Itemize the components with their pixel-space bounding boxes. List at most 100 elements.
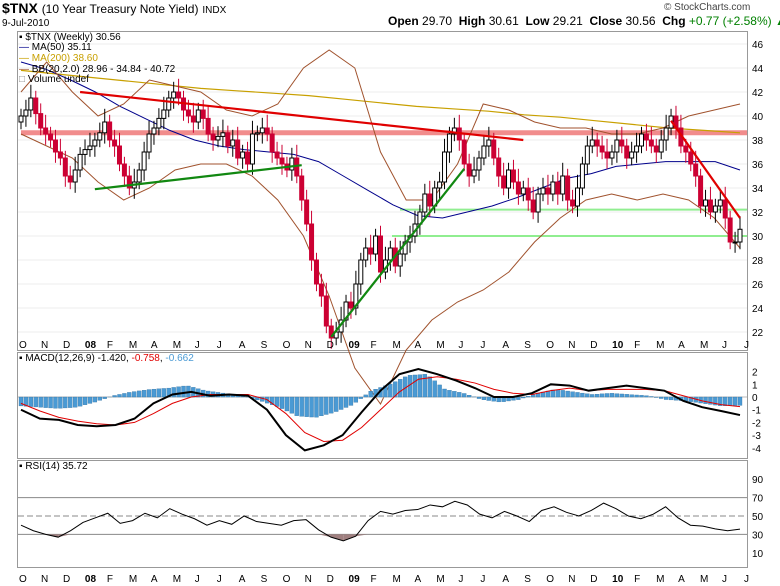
legend-macd-v2: -0.758 (131, 353, 160, 364)
candle-body (215, 135, 221, 141)
macd-histogram-bar (442, 388, 447, 398)
bottom-x-tick-label: A (151, 574, 158, 585)
price-y-tick-label: 26 (752, 280, 764, 291)
candle-body (727, 217, 733, 243)
macd-histogram-bar (703, 396, 708, 404)
price-x-tick-label: 08 (85, 340, 97, 351)
candle-body (378, 235, 383, 273)
candle-body (116, 145, 122, 165)
candle-body (313, 259, 319, 285)
candle-body (166, 97, 172, 111)
candle-body (545, 187, 551, 195)
candle-body (486, 139, 492, 147)
price-y-tick-label: 44 (752, 64, 764, 75)
bottom-x-tick-label: F (371, 574, 377, 585)
candle-body (550, 181, 556, 195)
price-x-tick-label: D (63, 340, 70, 351)
legend-macd-v3: -0.662 (165, 353, 194, 364)
bottom-x-tick-label: N (568, 574, 575, 585)
bottom-x-tick-label: N (305, 574, 312, 585)
candle-body (525, 187, 531, 201)
rsi-line (20, 500, 741, 542)
candle-body (33, 97, 39, 115)
candle-body (259, 127, 265, 134)
candle-body (609, 151, 615, 159)
candle-body (171, 91, 177, 99)
candle-body (200, 109, 206, 119)
macd-histogram-bar (92, 396, 98, 403)
macd-histogram-bar (663, 396, 669, 400)
macd-histogram-bar (427, 376, 432, 398)
price-x-tick-label: D (327, 340, 334, 351)
price-x-tick-label: N (568, 340, 575, 351)
price-x-tick-label: A (239, 340, 246, 351)
price-x-tick-label: O (19, 340, 27, 351)
macd-histogram-bar (274, 396, 280, 407)
candle-body (624, 145, 630, 159)
candle-body (205, 117, 211, 135)
macd-histogram-bar (649, 396, 654, 398)
macd-histogram-bar (329, 396, 334, 414)
bottom-x-tick-label: A (502, 574, 509, 585)
macd-histogram-bar (132, 391, 137, 398)
macd-histogram-bar (516, 396, 521, 400)
macd-histogram-bar (590, 394, 595, 398)
volume-swatch-icon: □ (19, 74, 26, 85)
candle-body (52, 139, 58, 153)
candle-body (451, 127, 457, 135)
bottom-x-tick-label: S (261, 574, 268, 585)
macd-histogram-bar (73, 396, 78, 408)
macd-histogram-bar (466, 395, 472, 398)
candle-body (634, 145, 640, 153)
price-panel (17, 31, 748, 351)
bollinger-upper-band (20, 49, 741, 201)
candle-body (358, 259, 364, 285)
legend-rsi-text: RSI(14) 35.72 (25, 461, 88, 472)
candle-body (629, 151, 635, 159)
legend-ma50-text: MA(50) 35.11 (31, 42, 92, 53)
green-uptrend-line (330, 168, 466, 338)
bottom-x-tick-label: J (217, 574, 222, 585)
macd-histogram-bar (343, 396, 349, 408)
candle-body (446, 133, 452, 153)
chg-value: +0.77 (+2.58%) (688, 14, 772, 28)
close-value: 30.56 (625, 14, 656, 28)
price-x-tick-label: J (217, 340, 222, 351)
candle-body (614, 139, 620, 153)
macd-histogram-bar (565, 390, 570, 398)
candle-body (343, 301, 349, 321)
legend-rsi: ▪ RSI(14) 35.72 (19, 461, 88, 472)
macd-histogram-bar (457, 392, 462, 398)
macd-histogram-bar (141, 390, 147, 398)
macd-histogram-bar (53, 396, 58, 409)
macd-histogram-bar (156, 388, 162, 398)
candle-body (501, 175, 507, 189)
price-x-tick-label: A (414, 340, 421, 351)
macd-histogram-bar (462, 393, 467, 398)
macd-histogram-bar (412, 374, 418, 398)
macd-histogram-bar (314, 396, 319, 418)
macd-histogram-bar (48, 396, 53, 409)
macd-histogram-bar (417, 374, 423, 398)
candle-body (643, 133, 649, 141)
candle-body (92, 139, 98, 147)
candle-body (210, 133, 216, 141)
candle-body (397, 253, 403, 267)
bottom-x-tick-label: M (656, 574, 664, 585)
macd-histogram-bar (629, 394, 634, 398)
macd-histogram-bar (334, 396, 339, 412)
macd-histogram-bar (570, 391, 575, 398)
candle-body (368, 247, 374, 255)
macd-histogram-bar (422, 374, 427, 398)
candle-body (619, 139, 625, 147)
macd-histogram-bar (299, 396, 304, 417)
price-x-tick-label: M (392, 340, 400, 351)
macd-line (20, 368, 741, 452)
price-x-tick-label: F (634, 340, 640, 351)
macd-histogram-bar (43, 396, 48, 408)
bottom-x-tick-label: J (480, 574, 485, 585)
macd-histogram-bar (728, 396, 733, 406)
candle-body (466, 163, 472, 177)
candle-body (190, 115, 196, 123)
